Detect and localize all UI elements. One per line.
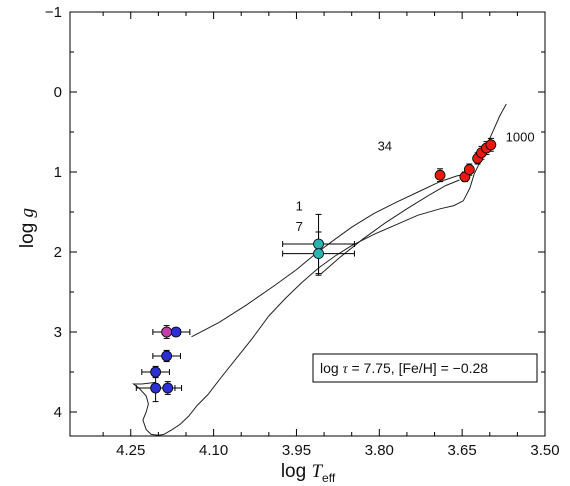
data-point — [161, 326, 173, 338]
data-point — [434, 169, 446, 181]
isochrone-curves — [131, 103, 507, 436]
x-axis-title: log Teff — [281, 461, 336, 485]
annotation-label: 34 — [378, 138, 392, 153]
data-point — [485, 139, 497, 151]
y-tick-label: −1 — [45, 4, 62, 21]
x-tick-label: 3.95 — [282, 442, 311, 459]
y-tick-label: 2 — [54, 244, 62, 261]
data-point — [463, 164, 475, 176]
data-point — [162, 382, 174, 394]
y-axis-title: log g — [17, 208, 38, 248]
data-points — [135, 137, 497, 403]
data-point — [170, 326, 182, 338]
annotation-label: 1 — [296, 198, 303, 213]
info-box-label: log τ = 7.75, [Fe/H] = −0.28 — [320, 360, 488, 377]
data-point — [150, 382, 162, 394]
annotation-label: 7 — [296, 219, 303, 234]
data-point — [313, 248, 324, 260]
data-point — [161, 350, 173, 362]
x-tick-label: 3.65 — [448, 442, 477, 459]
info-box-frame — [312, 353, 538, 383]
data-point — [313, 238, 324, 250]
x-tick-label: 4.25 — [116, 442, 145, 459]
annotations: 1000 34 1 7 — [296, 130, 535, 235]
y-tick-label: 1 — [54, 164, 62, 181]
isochrone-upper-line — [191, 173, 468, 338]
plot-frame — [69, 11, 546, 437]
isochrone-line — [131, 103, 507, 436]
y-tick-label: 4 — [54, 404, 62, 421]
data-point — [150, 366, 162, 378]
info-box: log τ = 7.75, [Fe/H] = −0.28 — [312, 353, 538, 383]
y-tick-label: 3 — [54, 324, 62, 341]
x-tick-label: 3.80 — [365, 442, 394, 459]
x-tick-label: 3.50 — [530, 442, 559, 459]
y-tick-label: 0 — [54, 84, 62, 101]
x-tick-label: 4.10 — [199, 442, 228, 459]
annotation-label: 1000 — [506, 130, 535, 145]
